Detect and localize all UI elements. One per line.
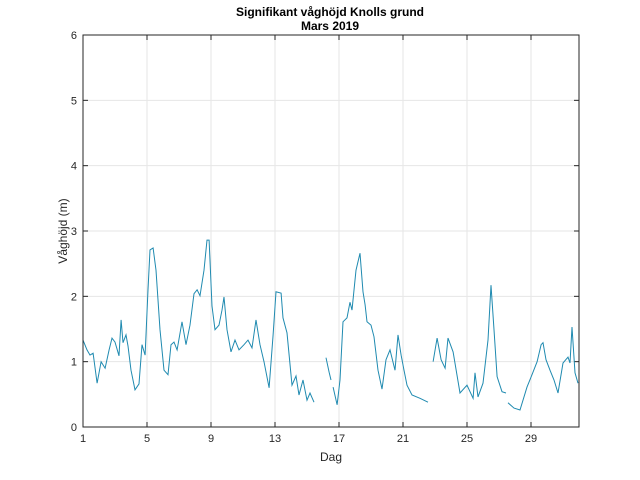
x-tick-label: 9 [208,433,214,445]
x-tick-label: 17 [333,433,345,445]
y-tick-label: 3 [71,226,77,238]
y-tick-label: 5 [71,95,77,107]
x-tick-label: 25 [461,433,473,445]
y-tick-label: 1 [71,357,77,369]
x-axis-label: Dag [320,450,342,464]
series-line [82,239,579,411]
y-tick-label: 6 [71,30,77,42]
plot-frame [82,34,580,428]
x-tick-label: 21 [397,433,409,445]
y-tick-label: 2 [71,291,77,303]
x-tick-label: 13 [269,433,281,445]
x-tick-label: 1 [80,433,86,445]
chart-subtitle: Mars 2019 [300,19,360,33]
y-tick-label: 0 [71,422,77,434]
y-tick-label: 4 [71,161,77,173]
x-tick-label: 29 [525,433,537,445]
y-axis-label: Våghöjd (m) [56,198,70,263]
chart-title: Signifikant våghöjd Knolls grund [236,5,424,19]
x-tick-label: 5 [144,433,150,445]
